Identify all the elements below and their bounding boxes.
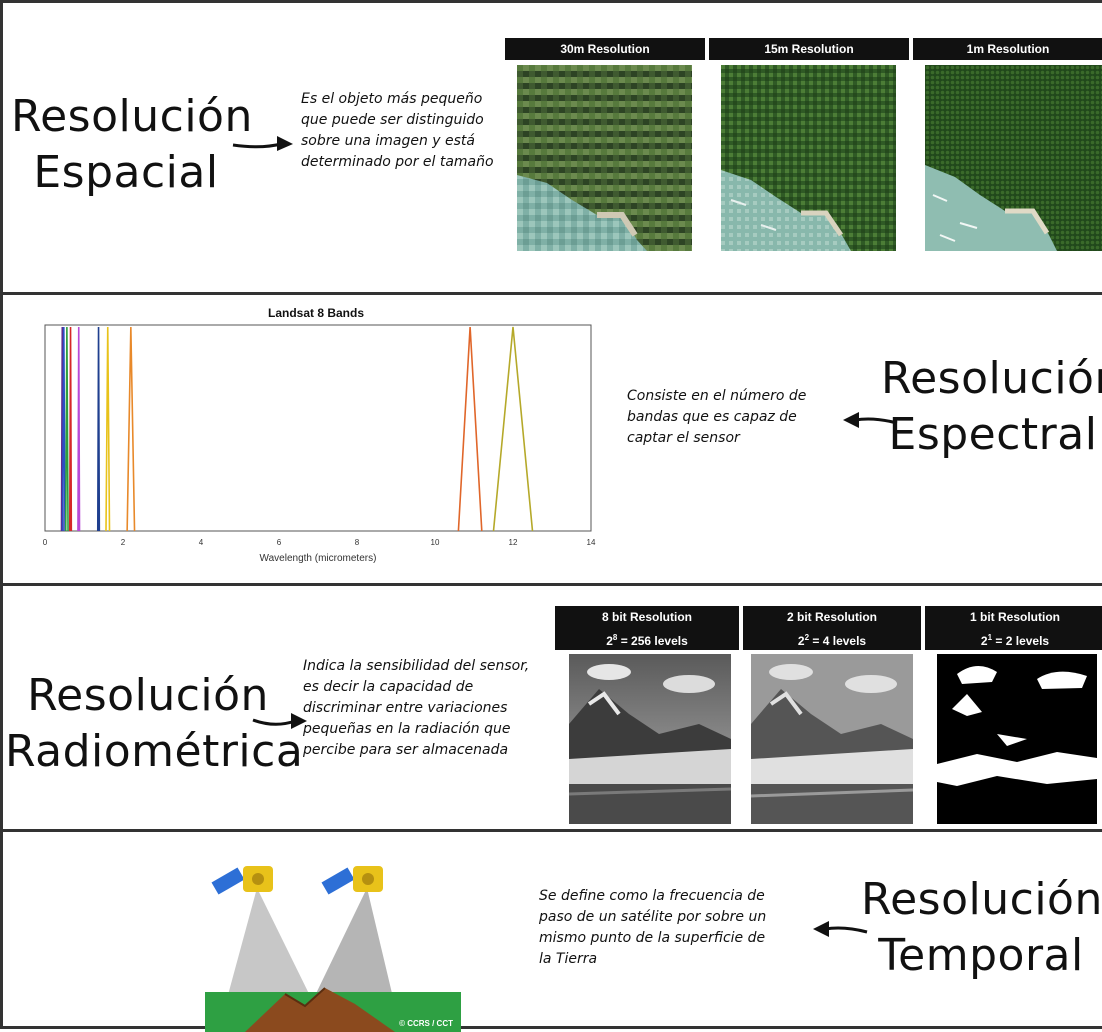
radiometric-title-line1: Resolución	[27, 670, 269, 721]
x-tick-label: 4	[199, 538, 204, 547]
spatial-image-30m	[517, 65, 692, 251]
temporal-arrow-icon	[813, 921, 868, 937]
radiometric-label-8bit: 8 bit Resolution 28 = 256 levels	[555, 606, 739, 650]
spatial-title-line1: Resolución	[11, 91, 253, 142]
band-series-2	[61, 326, 66, 532]
spatial-image-1m	[925, 65, 1102, 251]
spatial-title: Resolución Espacial	[11, 89, 253, 201]
x-tick-label: 10	[431, 538, 440, 547]
x-tick-label: 0	[43, 538, 48, 547]
spectral-title-line2: Espectral	[888, 409, 1098, 460]
band-series-8	[126, 326, 136, 532]
radiometric-arrow-icon	[252, 713, 307, 729]
x-tick-label: 6	[277, 538, 282, 547]
radiometric-image-2bit	[751, 654, 913, 824]
x-tick-label: 12	[509, 538, 518, 547]
temporal-description: Se define como la frecuencia de paso de …	[539, 888, 767, 967]
spectral-title-line1: Resolución	[881, 353, 1102, 404]
satellite-footprint-right	[310, 888, 395, 1006]
radiometric-label-1bit: 1 bit Resolution 21 = 2 levels	[925, 606, 1102, 650]
chart-series-group	[60, 326, 534, 532]
spatial-description: Es el objeto más pequeño que puede ser d…	[301, 91, 494, 170]
panel-divider	[3, 829, 1102, 832]
x-tick-label: 14	[587, 538, 596, 547]
band-series-5	[77, 326, 81, 532]
panel-divider	[3, 583, 1102, 586]
spectral-description: Consiste en el número de bandas que es c…	[627, 388, 807, 446]
x-tick-label: 8	[355, 538, 360, 547]
spectral-title: Resolución Espectral	[881, 351, 1102, 463]
radiometric-title-line2: Radiométrica	[5, 726, 304, 777]
satellite-icon-left	[211, 866, 273, 895]
chart-title: Landsat 8 Bands	[268, 306, 364, 320]
temporal-title: Resolución Temporal	[861, 872, 1102, 984]
spectral-arrow-icon	[843, 412, 898, 428]
spectral-resolution-panel: Landsat 8 Bands 0 2 4 6 8 10 12 14 Wavelength (…	[3, 295, 1102, 585]
spatial-title-line2: Espacial	[33, 147, 219, 198]
spatial-image-label-1m: 1m Resolution	[913, 38, 1102, 60]
band-series-9	[457, 326, 483, 532]
radiometric-label-2bit: 2 bit Resolution 22 = 4 levels	[743, 606, 921, 650]
x-tick-label: 2	[121, 538, 126, 547]
temporal-title-line2: Temporal	[878, 930, 1084, 981]
chart-plot-area	[44, 324, 592, 532]
radiometric-title: Resolución Radiométrica	[5, 668, 304, 780]
spatial-image-label-30m: 30m Resolution	[505, 38, 705, 60]
band-series-6	[96, 326, 101, 532]
temporal-title-line1: Resolución	[861, 874, 1102, 925]
satellite-footprint-left	[225, 888, 315, 1006]
temporal-resolution-panel: © CCRS / CCT Se define como la frecuenci…	[3, 832, 1102, 1032]
spatial-image-label-15m: 15m Resolution	[709, 38, 909, 60]
band-series-3	[64, 326, 69, 532]
radiometric-image-1bit	[937, 654, 1097, 824]
radiometric-resolution-panel: Resolución Radiométrica Indica la sensib…	[3, 586, 1102, 829]
chart-x-ticks: 0 2 4 6 8 10 12 14	[43, 538, 596, 547]
image-credit: © CCRS / CCT	[399, 1019, 453, 1028]
band-series-10	[492, 326, 534, 532]
spatial-arrow-icon	[232, 136, 293, 151]
chart-x-axis-label: Wavelength (micrometers)	[260, 553, 377, 564]
radiometric-description: Indica la sensibilidad del sensor, es de…	[303, 658, 530, 758]
spatial-image-15m	[721, 65, 896, 251]
satellite-orbit-illustration: © CCRS / CCT	[205, 866, 461, 1032]
panel-divider	[3, 292, 1102, 295]
band-series-4	[68, 326, 73, 532]
band-series-7	[105, 326, 111, 532]
spatial-resolution-panel: Resolución Espacial Es el objeto más peq…	[3, 3, 1102, 295]
landsat-bands-chart: Landsat 8 Bands 0 2 4 6 8 10 12 14 Wavelength (…	[43, 306, 596, 564]
satellite-icon-right	[321, 866, 383, 895]
radiometric-image-8bit	[569, 654, 731, 824]
